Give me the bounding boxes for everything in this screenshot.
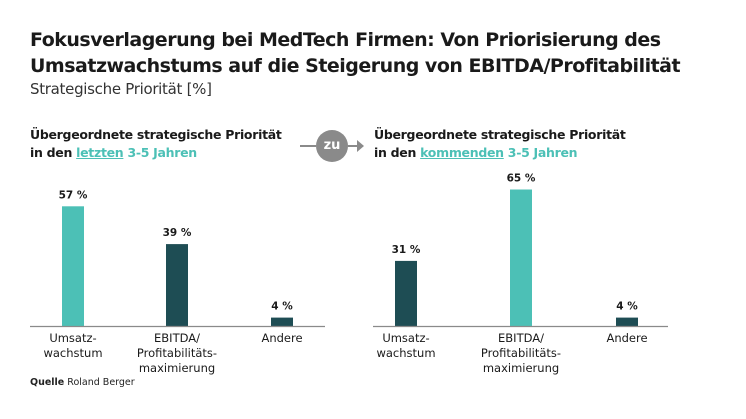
left-heading-highlight: letzten [76, 145, 124, 160]
left-category-label-2: Profitabilitäts- [137, 346, 217, 360]
left-heading-suffix: 3-5 Jahren [123, 145, 197, 160]
title-line-2: Umsatzwachstums auf die Steigerung von E… [30, 55, 681, 77]
left-heading-prefix: in den [30, 145, 77, 160]
chart-subtitle: Strategische Priorität [%] [30, 80, 212, 98]
right-value-label-2: 65 % [507, 173, 536, 185]
left-bar-3 [271, 317, 293, 326]
left-category-label-3: Andere [261, 331, 302, 345]
connector-line-left [300, 145, 316, 147]
right-category-label-2: maximierung [483, 361, 559, 375]
right-value-label-1: 31 % [392, 244, 421, 256]
right-heading-suffix: 3-5 Jahren [503, 145, 578, 160]
chart-title: Fokusverlagerung bei MedTech Firmen: Von… [30, 27, 740, 79]
right-heading-prefix: in den [374, 145, 421, 160]
right-heading-highlight: kommenden [420, 145, 504, 160]
left-category-label-1: wachstum [43, 346, 102, 360]
left-heading-line-1: Übergeordnete strategische Priorität [30, 127, 282, 142]
right-value-label-3: 4 % [616, 301, 638, 313]
left-category-label-2: EBITDA/ [154, 331, 200, 345]
right-category-label-1: wachstum [376, 346, 435, 360]
right-chart: 31 % Umsatz-wachstum 65 % EBITDA/Profitabil… [373, 173, 668, 375]
right-category-label-1: Umsatz- [382, 331, 429, 345]
right-heading-line-1: Übergeordnete strategische Priorität [374, 127, 626, 142]
left-panel-heading: Übergeordnete strategische Priorität in … [30, 126, 282, 162]
right-category-label-3: Andere [606, 331, 647, 345]
source-label: Quelle [30, 377, 65, 388]
left-value-label-2: 39 % [163, 227, 192, 239]
right-bar-1 [395, 260, 417, 326]
connector-zu-badge: zu [316, 130, 348, 162]
arrow-right-icon [357, 140, 364, 152]
title-line-1: Fokusverlagerung bei MedTech Firmen: Von… [30, 29, 661, 51]
left-category-label-2: maximierung [139, 361, 215, 375]
right-bar-3 [616, 317, 638, 326]
left-value-label-3: 4 % [271, 301, 293, 313]
left-value-label-1: 57 % [59, 189, 88, 201]
left-category-label-1: Umsatz- [49, 331, 96, 345]
connector-line-right [348, 145, 358, 147]
right-heading-line-2: in den kommenden 3-5 Jahren [374, 144, 626, 162]
right-panel-heading: Übergeordnete strategische Priorität in … [374, 126, 626, 162]
right-category-label-2: EBITDA/ [498, 331, 544, 345]
source-text: Roland Berger [67, 377, 135, 388]
right-category-label-2: Profitabilitäts- [481, 346, 561, 360]
left-chart: 57 % Umsatz-wachstum 39 % EBITDA/Profitabil… [30, 189, 325, 375]
source-note: Quelle Roland Berger [30, 377, 135, 388]
left-bar-2 [166, 244, 188, 326]
left-bar-1 [62, 206, 84, 326]
left-heading-line-2: in den letzten 3-5 Jahren [30, 144, 282, 162]
right-bar-2 [510, 189, 532, 326]
